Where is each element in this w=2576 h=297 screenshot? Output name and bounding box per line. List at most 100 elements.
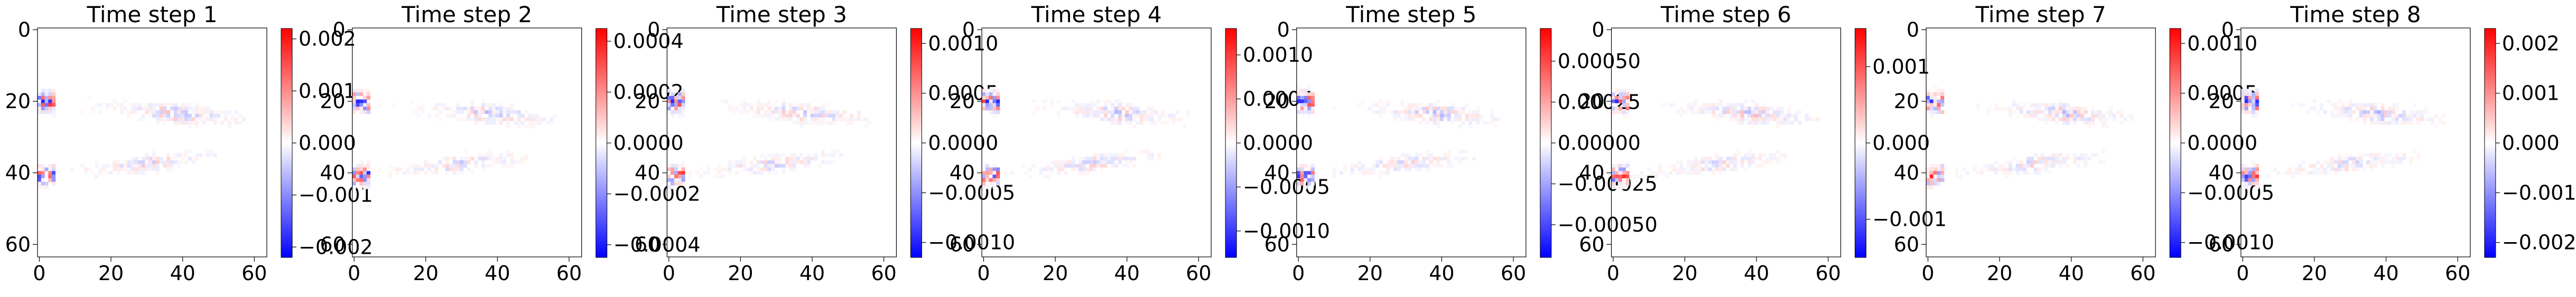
heatmap-cell <box>352 92 356 97</box>
heatmap-cell <box>119 110 124 114</box>
heatmap-cell <box>366 175 370 179</box>
heatmap-cell <box>2416 157 2421 161</box>
heatmap-cell <box>1372 164 1376 168</box>
heatmap-cell <box>746 103 750 107</box>
heatmap-cell <box>1783 153 1788 157</box>
heatmap-cell <box>717 175 721 179</box>
heatmap-cell <box>188 103 192 107</box>
heatmap-cell <box>1751 121 1755 125</box>
heatmap-cell <box>1762 107 1766 111</box>
heatmap-cell <box>767 99 771 103</box>
heatmap-cell <box>513 160 517 164</box>
heatmap-cell <box>1625 103 1630 107</box>
heatmap-cell <box>1400 110 1405 114</box>
heatmap-cell <box>470 117 475 121</box>
heatmap-cell <box>1075 167 1079 171</box>
heatmap-cell <box>1161 121 1165 125</box>
heatmap-cell <box>1697 167 1701 171</box>
heatmap-cell <box>1357 164 1362 168</box>
heatmap-cell <box>2023 167 2027 171</box>
heatmap-cell <box>2240 164 2245 168</box>
heatmap-cell <box>456 171 460 175</box>
heatmap-cell <box>1443 113 1447 118</box>
heatmap-cell <box>38 175 42 179</box>
heatmap-cell <box>2084 164 2088 168</box>
heatmap-cell <box>1729 117 1734 121</box>
heatmap-cell <box>2008 164 2013 168</box>
heatmap-cell <box>231 117 235 121</box>
heatmap-cell <box>173 153 178 157</box>
y-tick-label: 0 <box>1592 18 1604 41</box>
heatmap-cell <box>735 171 739 175</box>
heatmap-cell <box>2387 110 2392 114</box>
heatmap-cell <box>2438 121 2442 125</box>
heatmap-cell <box>753 157 757 161</box>
colorbar-tick-label: 0.0000 <box>928 131 998 155</box>
axes-frame <box>37 27 267 257</box>
heatmap-cell <box>1296 89 1300 93</box>
heatmap-cell <box>1408 164 1412 168</box>
heatmap-cell <box>1765 113 1770 118</box>
heatmap-cell <box>1447 164 1451 168</box>
chart-title: Time step 4 <box>1031 2 1162 27</box>
heatmap-cell <box>2330 164 2335 168</box>
heatmap-cell <box>131 107 135 111</box>
heatmap-cell <box>1400 160 1405 164</box>
heatmap-cell <box>667 99 671 103</box>
heatmap-cell <box>1429 164 1433 168</box>
heatmap-cell <box>2409 117 2413 121</box>
heatmap-cell <box>774 164 778 168</box>
heatmap-cell <box>1103 153 1108 157</box>
colorbar-tick-label: −0.0005 <box>928 181 1015 204</box>
heatmap-cell <box>2005 160 2009 164</box>
x-tick-label: 40 <box>799 262 825 285</box>
heatmap-cell <box>2373 103 2377 107</box>
heatmap-cell <box>152 113 156 118</box>
heatmap-cell <box>478 157 482 161</box>
heatmap-cell <box>1926 92 1930 97</box>
heatmap-cell <box>1615 171 1619 175</box>
heatmap-cell <box>234 117 239 121</box>
heatmap-cell <box>173 110 178 114</box>
heatmap-cell <box>2348 103 2352 107</box>
heatmap-cell <box>488 164 492 168</box>
heatmap-cell <box>184 121 189 125</box>
heatmap-cell <box>824 113 829 118</box>
colorbar <box>2169 28 2181 258</box>
heatmap-cell <box>2244 181 2248 186</box>
heatmap-cell <box>1411 113 1415 118</box>
heatmap-cell <box>84 167 88 171</box>
heatmap-cell <box>1787 113 1791 118</box>
colorbar <box>1540 28 1552 258</box>
heatmap-cell <box>2062 157 2066 161</box>
heatmap-cell <box>764 167 768 171</box>
heatmap-cell <box>1307 171 1312 175</box>
subplot: Time step 3002020404060600.00100.00050.0… <box>635 2 1015 285</box>
axes-frame <box>1611 27 1842 257</box>
heatmap-cells <box>2240 89 2445 189</box>
heatmap-cell <box>1372 171 1376 175</box>
heatmap-cell <box>209 117 213 121</box>
heatmap-cell <box>1701 110 1705 114</box>
heatmap-cell <box>1121 117 1126 121</box>
heatmap-cell <box>44 95 49 100</box>
heatmap-cell <box>1307 103 1312 107</box>
heatmap-cell <box>985 95 989 100</box>
heatmap-cell <box>792 157 796 161</box>
heatmap-cell <box>1114 121 1119 125</box>
heatmap-cell <box>1465 157 1469 161</box>
heatmap-cell <box>2348 117 2352 121</box>
heatmap-cell <box>517 113 521 118</box>
heatmap-cell <box>184 113 189 118</box>
heatmap-cell <box>2055 110 2059 114</box>
heatmap-cell <box>2252 178 2256 182</box>
heatmap-cell <box>1733 153 1737 157</box>
y-tick-label: 40 <box>1264 161 1289 185</box>
heatmap-cell <box>681 103 685 107</box>
heatmap-cell <box>2380 110 2385 114</box>
heatmap-cell <box>1393 160 1397 164</box>
y-tick-label: 60 <box>950 233 975 256</box>
heatmap-cell <box>992 92 997 97</box>
heatmap-cell <box>824 110 829 114</box>
heatmap-cell <box>1697 110 1701 114</box>
